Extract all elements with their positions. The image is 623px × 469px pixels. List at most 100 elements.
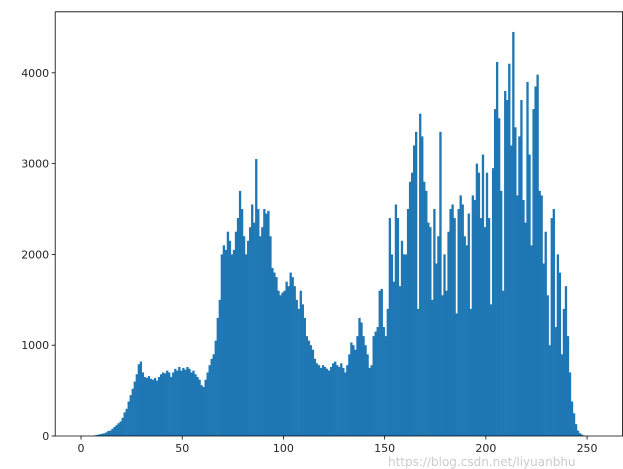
histogram-bar: [560, 354, 564, 436]
histogram-bar: [164, 373, 167, 436]
histogram-bar: [208, 365, 211, 436]
histogram-bar: [291, 277, 294, 436]
histogram-bar: [578, 433, 582, 436]
histogram-bar: [477, 172, 481, 436]
histogram-bar: [524, 222, 527, 436]
histogram-bar: [443, 254, 446, 436]
histogram-bar: [210, 358, 213, 436]
histogram-bar: [329, 366, 333, 436]
histogram-bar: [447, 231, 450, 436]
histogram-bar: [204, 379, 207, 436]
histogram-bar: [97, 434, 100, 436]
histogram-bar: [157, 376, 161, 436]
histogram-bar: [366, 354, 369, 436]
histogram-bar: [550, 218, 553, 436]
histogram-bar: [406, 209, 410, 436]
x-tick-label: 0: [78, 442, 85, 455]
histogram-bar: [437, 236, 440, 436]
histogram-bar: [457, 209, 460, 436]
histogram-bar: [502, 290, 505, 436]
histogram-bar: [135, 374, 138, 436]
histogram-bar: [103, 433, 106, 436]
histogram-bar: [546, 295, 549, 436]
histogram-bar: [174, 368, 177, 436]
histogram-bar: [574, 424, 578, 436]
histogram-bar: [455, 313, 458, 436]
histogram-bar: [512, 31, 515, 437]
histogram-bar: [95, 435, 98, 436]
histogram-bar: [522, 199, 525, 436]
histogram-bar: [198, 379, 201, 436]
histogram-bar: [518, 136, 521, 436]
histogram-bar: [516, 195, 519, 436]
histogram-bar: [147, 376, 151, 436]
histogram-bar: [467, 213, 470, 436]
histogram-bar: [536, 74, 539, 437]
histogram-bar: [153, 377, 157, 436]
histogram-bar: [471, 195, 475, 436]
histogram-bar: [568, 372, 572, 436]
histogram-bar: [255, 159, 258, 437]
histogram-bar: [495, 61, 499, 436]
histogram-bar: [350, 342, 353, 436]
histogram-bar: [554, 327, 558, 436]
histogram-bar: [190, 372, 193, 436]
histogram-bar: [234, 231, 238, 436]
y-tick-label: 3000: [21, 158, 49, 171]
histogram-bar: [249, 227, 252, 436]
histogram-bar: [218, 299, 221, 436]
histogram-bar: [259, 236, 262, 436]
histogram-bar: [423, 181, 426, 436]
histogram-bar: [109, 430, 112, 436]
histogram-bar: [338, 366, 341, 436]
histogram-bar: [526, 81, 529, 437]
histogram-bar: [220, 254, 224, 436]
histogram-bar: [137, 364, 141, 436]
histogram-bar: [277, 290, 280, 436]
histogram-bar: [435, 263, 438, 436]
histogram-bar: [323, 366, 327, 436]
histogram-bar: [319, 367, 323, 436]
histogram-bar: [487, 218, 491, 436]
histogram-bar: [127, 401, 130, 436]
y-tick-label: 1000: [21, 339, 49, 352]
x-tick-label: 250: [577, 442, 598, 455]
histogram-bar: [170, 376, 173, 436]
histogram-bar: [538, 190, 541, 436]
histogram-bar: [344, 372, 347, 436]
x-tick-label: 200: [475, 442, 496, 455]
histogram-bar: [107, 431, 110, 436]
histogram-bar: [500, 190, 503, 436]
histogram-bar: [372, 336, 375, 436]
histogram-bar: [548, 345, 551, 436]
histogram-bar: [408, 181, 412, 436]
histogram-bar: [562, 308, 566, 436]
histogram-bar: [449, 209, 452, 436]
histogram-bar: [125, 408, 128, 436]
watermark: https://blog.csdn.net/liyuanbhu: [388, 455, 576, 469]
histogram-bar: [317, 365, 321, 436]
histogram-bar: [149, 378, 153, 436]
histogram-bar: [283, 290, 286, 436]
histogram-bar: [336, 365, 339, 436]
histogram-bar: [374, 331, 377, 436]
histogram-bar: [433, 209, 436, 436]
histogram-bar: [520, 100, 523, 436]
y-tick-label: 2000: [21, 248, 49, 261]
histogram-bar: [332, 363, 335, 436]
histogram-bar: [192, 370, 195, 436]
histogram-bar: [445, 290, 448, 436]
histogram-bar: [301, 304, 304, 436]
histogram-bar: [580, 434, 584, 436]
histogram-bar: [376, 327, 379, 436]
histogram-bar: [400, 240, 404, 436]
histogram-bar: [572, 413, 576, 436]
axes-group: 0 50 100 150 200 250 0 1000 2000 3000 4000: [21, 11, 623, 455]
histogram-bar: [368, 367, 371, 436]
histogram-bar: [427, 222, 430, 436]
histogram-bar: [232, 249, 236, 436]
x-tick-label: 100: [273, 442, 294, 455]
histogram-bar: [214, 340, 217, 436]
histogram-bar: [269, 236, 272, 436]
histogram-bar: [303, 317, 306, 436]
